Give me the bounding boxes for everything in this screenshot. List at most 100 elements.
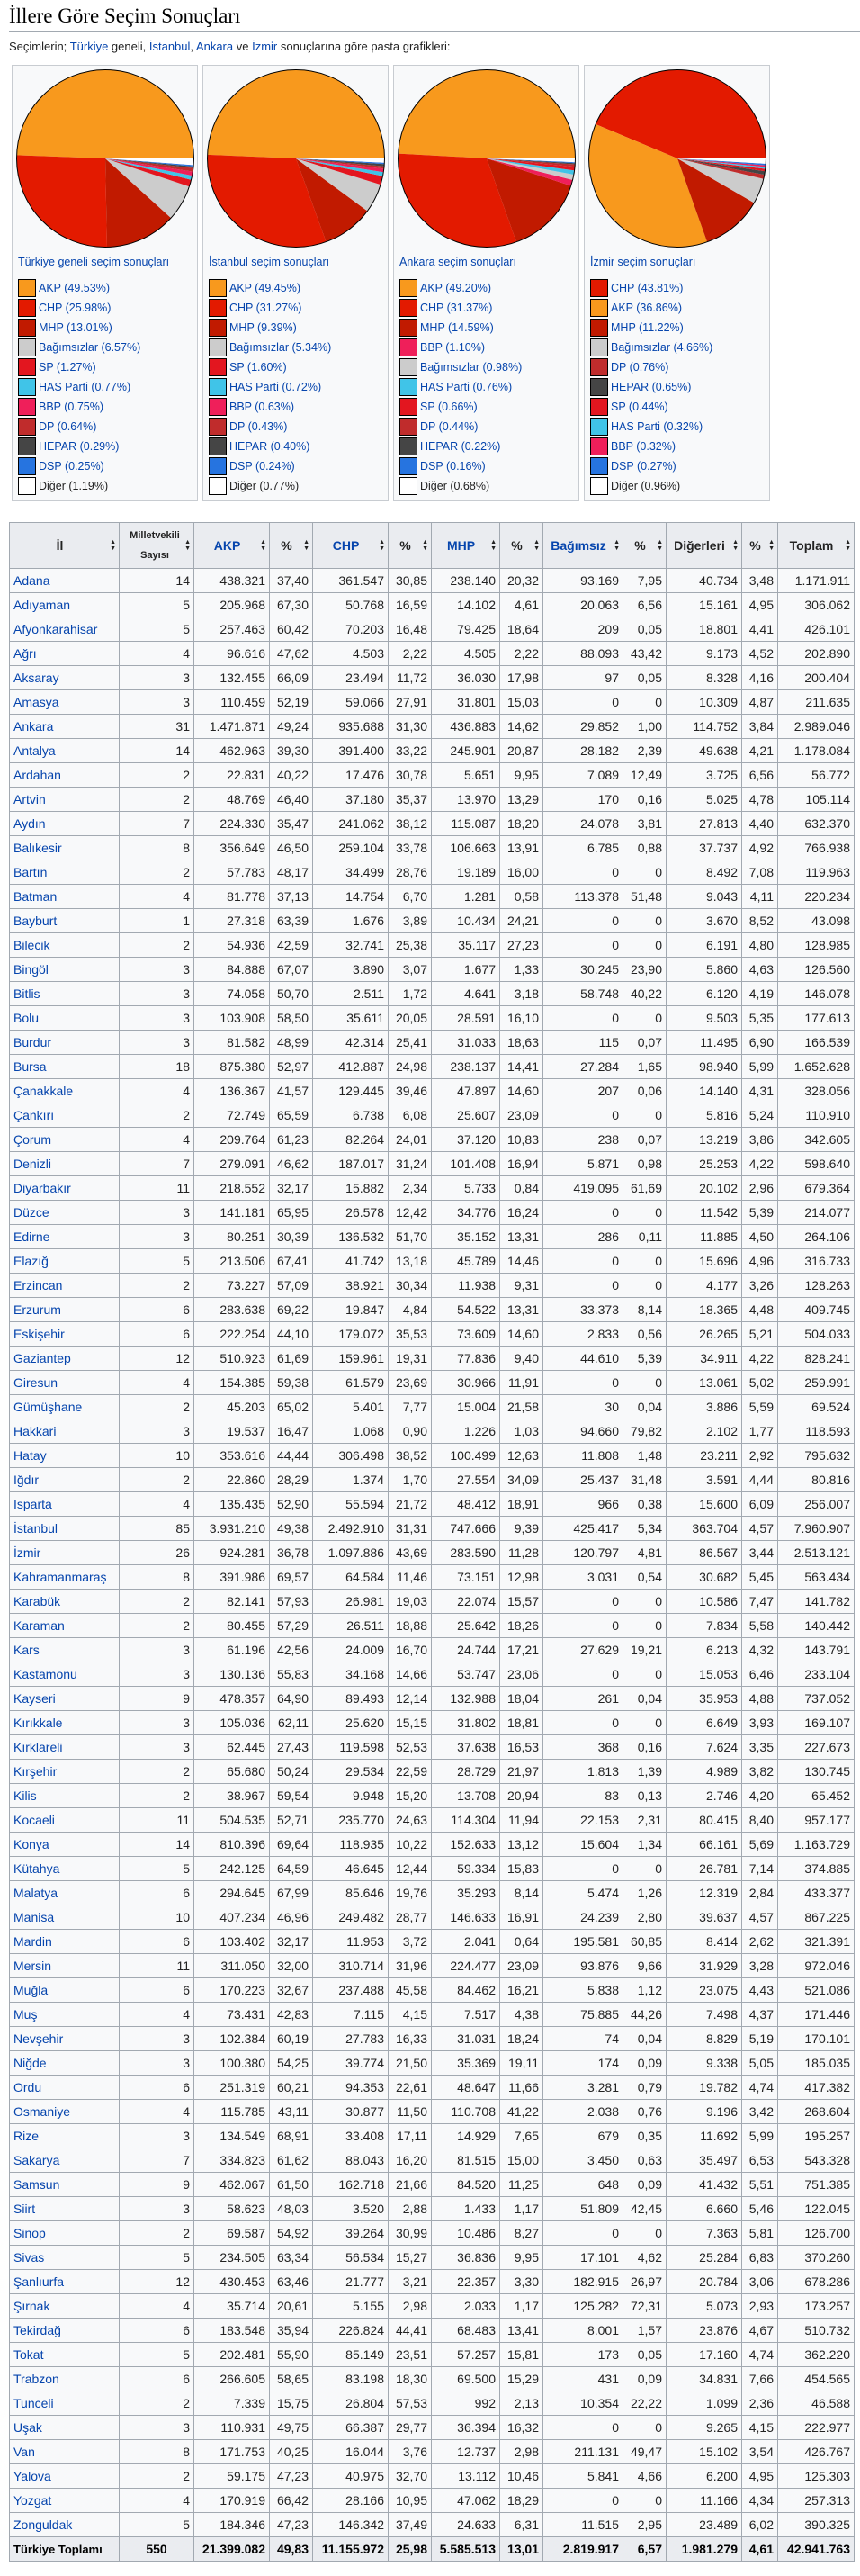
legend-label[interactable]: HEPAR (0.40%) bbox=[229, 440, 310, 453]
legend-item[interactable]: HEPAR (0.29%) bbox=[18, 437, 140, 456]
province-link[interactable]: Osmaniye bbox=[9, 2099, 120, 2124]
column-header-label[interactable]: CHP bbox=[332, 538, 360, 553]
province-link[interactable]: Nevşehir bbox=[9, 2026, 120, 2051]
province-link[interactable]: Niğde bbox=[9, 2050, 120, 2076]
sort-icon[interactable]: ▲ ▼ bbox=[260, 539, 266, 552]
province-link[interactable]: Çankırı bbox=[9, 1103, 120, 1128]
column-header-independent-percent[interactable]: % ▲ ▼ bbox=[623, 522, 667, 569]
province-link[interactable]: Kırıkkale bbox=[9, 1710, 120, 1735]
legend-item[interactable]: DSP (0.25%) bbox=[18, 456, 140, 476]
province-link[interactable]: Konya bbox=[9, 1832, 120, 1857]
sort-icon[interactable]: ▲ ▼ bbox=[657, 539, 663, 552]
legend-item[interactable]: DP (0.44%) bbox=[399, 417, 522, 437]
province-link[interactable]: Kars bbox=[9, 1637, 120, 1662]
legend-item[interactable]: Bağımsızlar (5.34%) bbox=[209, 338, 331, 357]
legend-label[interactable]: DSP (0.25%) bbox=[39, 460, 104, 473]
province-link[interactable]: Sakarya bbox=[9, 2148, 120, 2173]
province-link[interactable]: Diyarbakır bbox=[9, 1175, 120, 1201]
legend-item[interactable]: Bağımsızlar (0.98%) bbox=[399, 357, 522, 377]
legend-item[interactable]: BBP (0.75%) bbox=[18, 397, 140, 417]
province-link[interactable]: Bingöl bbox=[9, 957, 120, 982]
province-link[interactable]: Trabzon bbox=[9, 2366, 120, 2391]
province-link[interactable]: Elazığ bbox=[9, 1248, 120, 1274]
legend-item[interactable]: HEPAR (0.40%) bbox=[209, 437, 331, 456]
legend-item[interactable]: HEPAR (0.22%) bbox=[399, 437, 522, 456]
province-link[interactable]: Bartın bbox=[9, 860, 120, 885]
province-link[interactable]: Bursa bbox=[9, 1054, 120, 1079]
province-link[interactable]: Şırnak bbox=[9, 2293, 120, 2319]
legend-label[interactable]: Bağımsızlar (6.57%) bbox=[39, 341, 141, 354]
province-link[interactable]: Balıkesir bbox=[9, 835, 120, 860]
legend-label[interactable]: MHP (14.59%) bbox=[420, 321, 494, 334]
legend-label[interactable]: Bağımsızlar (5.34%) bbox=[229, 341, 332, 354]
legend-label[interactable]: HAS Parti (0.72%) bbox=[229, 381, 322, 393]
column-header-mhp-votes[interactable]: MHP ▲ ▼ bbox=[431, 522, 500, 569]
province-link[interactable]: Düzce bbox=[9, 1200, 120, 1225]
column-header-akp-percent[interactable]: % ▲ ▼ bbox=[269, 522, 313, 569]
province-link[interactable]: Bayburt bbox=[9, 908, 120, 933]
province-link[interactable]: Van bbox=[9, 2439, 120, 2464]
legend-label[interactable]: BBP (0.32%) bbox=[611, 440, 676, 453]
legend-label[interactable]: HAS Parti (0.76%) bbox=[420, 381, 513, 393]
province-link[interactable]: Adıyaman bbox=[9, 592, 120, 617]
province-link[interactable]: Denizli bbox=[9, 1151, 120, 1176]
legend-label[interactable]: AKP (36.86%) bbox=[611, 302, 682, 314]
legend-item[interactable]: DP (0.64%) bbox=[18, 417, 140, 437]
province-link[interactable]: Uşak bbox=[9, 2415, 120, 2440]
legend-label[interactable]: AKP (49.53%) bbox=[39, 282, 110, 294]
province-link[interactable]: Muş bbox=[9, 2002, 120, 2027]
legend-label[interactable]: DP (0.76%) bbox=[611, 361, 669, 374]
legend-item[interactable]: DP (0.76%) bbox=[590, 357, 712, 377]
column-header-chp-votes[interactable]: CHP ▲ ▼ bbox=[312, 522, 389, 569]
legend-item[interactable]: HAS Parti (0.72%) bbox=[209, 377, 331, 397]
legend-label[interactable]: BBP (1.10%) bbox=[420, 341, 486, 354]
pie-caption-link[interactable]: Ankara seçim sonuçları bbox=[399, 256, 516, 268]
province-link[interactable]: Yozgat bbox=[9, 2488, 120, 2513]
province-link[interactable]: Rize bbox=[9, 2123, 120, 2148]
legend-item[interactable]: CHP (31.37%) bbox=[399, 298, 522, 318]
legend-item[interactable]: MHP (11.22%) bbox=[590, 318, 712, 338]
column-header-akp-votes[interactable]: AKP ▲ ▼ bbox=[193, 522, 270, 569]
province-link[interactable]: Siirt bbox=[9, 2196, 120, 2221]
province-link[interactable]: Karaman bbox=[9, 1613, 120, 1638]
sort-icon[interactable]: ▲ ▼ bbox=[490, 539, 497, 552]
province-link[interactable]: Mardin bbox=[9, 1929, 120, 1954]
legend-item[interactable]: CHP (25.98%) bbox=[18, 298, 140, 318]
province-link[interactable]: Iğdır bbox=[9, 1467, 120, 1492]
sort-icon[interactable]: ▲ ▼ bbox=[379, 539, 385, 552]
legend-label[interactable]: BBP (0.63%) bbox=[229, 401, 295, 413]
legend-label[interactable]: SP (0.44%) bbox=[611, 401, 668, 413]
legend-item[interactable]: CHP (31.27%) bbox=[209, 298, 331, 318]
legend-label[interactable]: MHP (13.01%) bbox=[39, 321, 112, 334]
province-link[interactable]: Samsun bbox=[9, 2172, 120, 2197]
province-link[interactable]: Mersin bbox=[9, 1953, 120, 1978]
legend-label[interactable]: SP (0.66%) bbox=[420, 401, 478, 413]
pie-caption-link[interactable]: İstanbul seçim sonuçları bbox=[209, 256, 330, 268]
province-link[interactable]: Muğla bbox=[9, 1977, 120, 2003]
province-link[interactable]: Zonguldak bbox=[9, 2512, 120, 2537]
legend-label[interactable]: CHP (31.37%) bbox=[420, 302, 493, 314]
province-link[interactable]: Kastamonu bbox=[9, 1662, 120, 1687]
legend-label[interactable]: AKP (49.20%) bbox=[420, 282, 491, 294]
province-link[interactable]: Aydın bbox=[9, 811, 120, 836]
province-link[interactable]: Erzurum bbox=[9, 1297, 120, 1322]
column-header-chp-percent[interactable]: % ▲ ▼ bbox=[388, 522, 432, 569]
legend-item[interactable]: BBP (0.63%) bbox=[209, 397, 331, 417]
column-header-label[interactable]: AKP bbox=[213, 538, 241, 553]
province-link[interactable]: Malatya bbox=[9, 1880, 120, 1905]
legend-label[interactable]: MHP (9.39%) bbox=[229, 321, 297, 334]
sort-icon[interactable]: ▲ ▼ bbox=[732, 539, 739, 552]
sort-icon[interactable]: ▲ ▼ bbox=[303, 539, 309, 552]
legend-label[interactable]: SP (1.27%) bbox=[39, 361, 96, 374]
province-link[interactable]: Burdur bbox=[9, 1030, 120, 1055]
province-link[interactable]: Amasya bbox=[9, 689, 120, 715]
province-link[interactable]: Afyonkarahisar bbox=[9, 617, 120, 642]
legend-item[interactable]: HAS Parti (0.76%) bbox=[399, 377, 522, 397]
province-link[interactable]: Hatay bbox=[9, 1443, 120, 1468]
legend-label[interactable]: HAS Parti (0.77%) bbox=[39, 381, 131, 393]
province-link[interactable]: Gümüşhane bbox=[9, 1394, 120, 1419]
province-link[interactable]: Şanlıurfa bbox=[9, 2269, 120, 2294]
column-header-others-percent[interactable]: % ▲ ▼ bbox=[741, 522, 778, 569]
column-header-province[interactable]: İl ▲ ▼ bbox=[9, 522, 120, 569]
legend-item[interactable]: BBP (1.10%) bbox=[399, 338, 522, 357]
